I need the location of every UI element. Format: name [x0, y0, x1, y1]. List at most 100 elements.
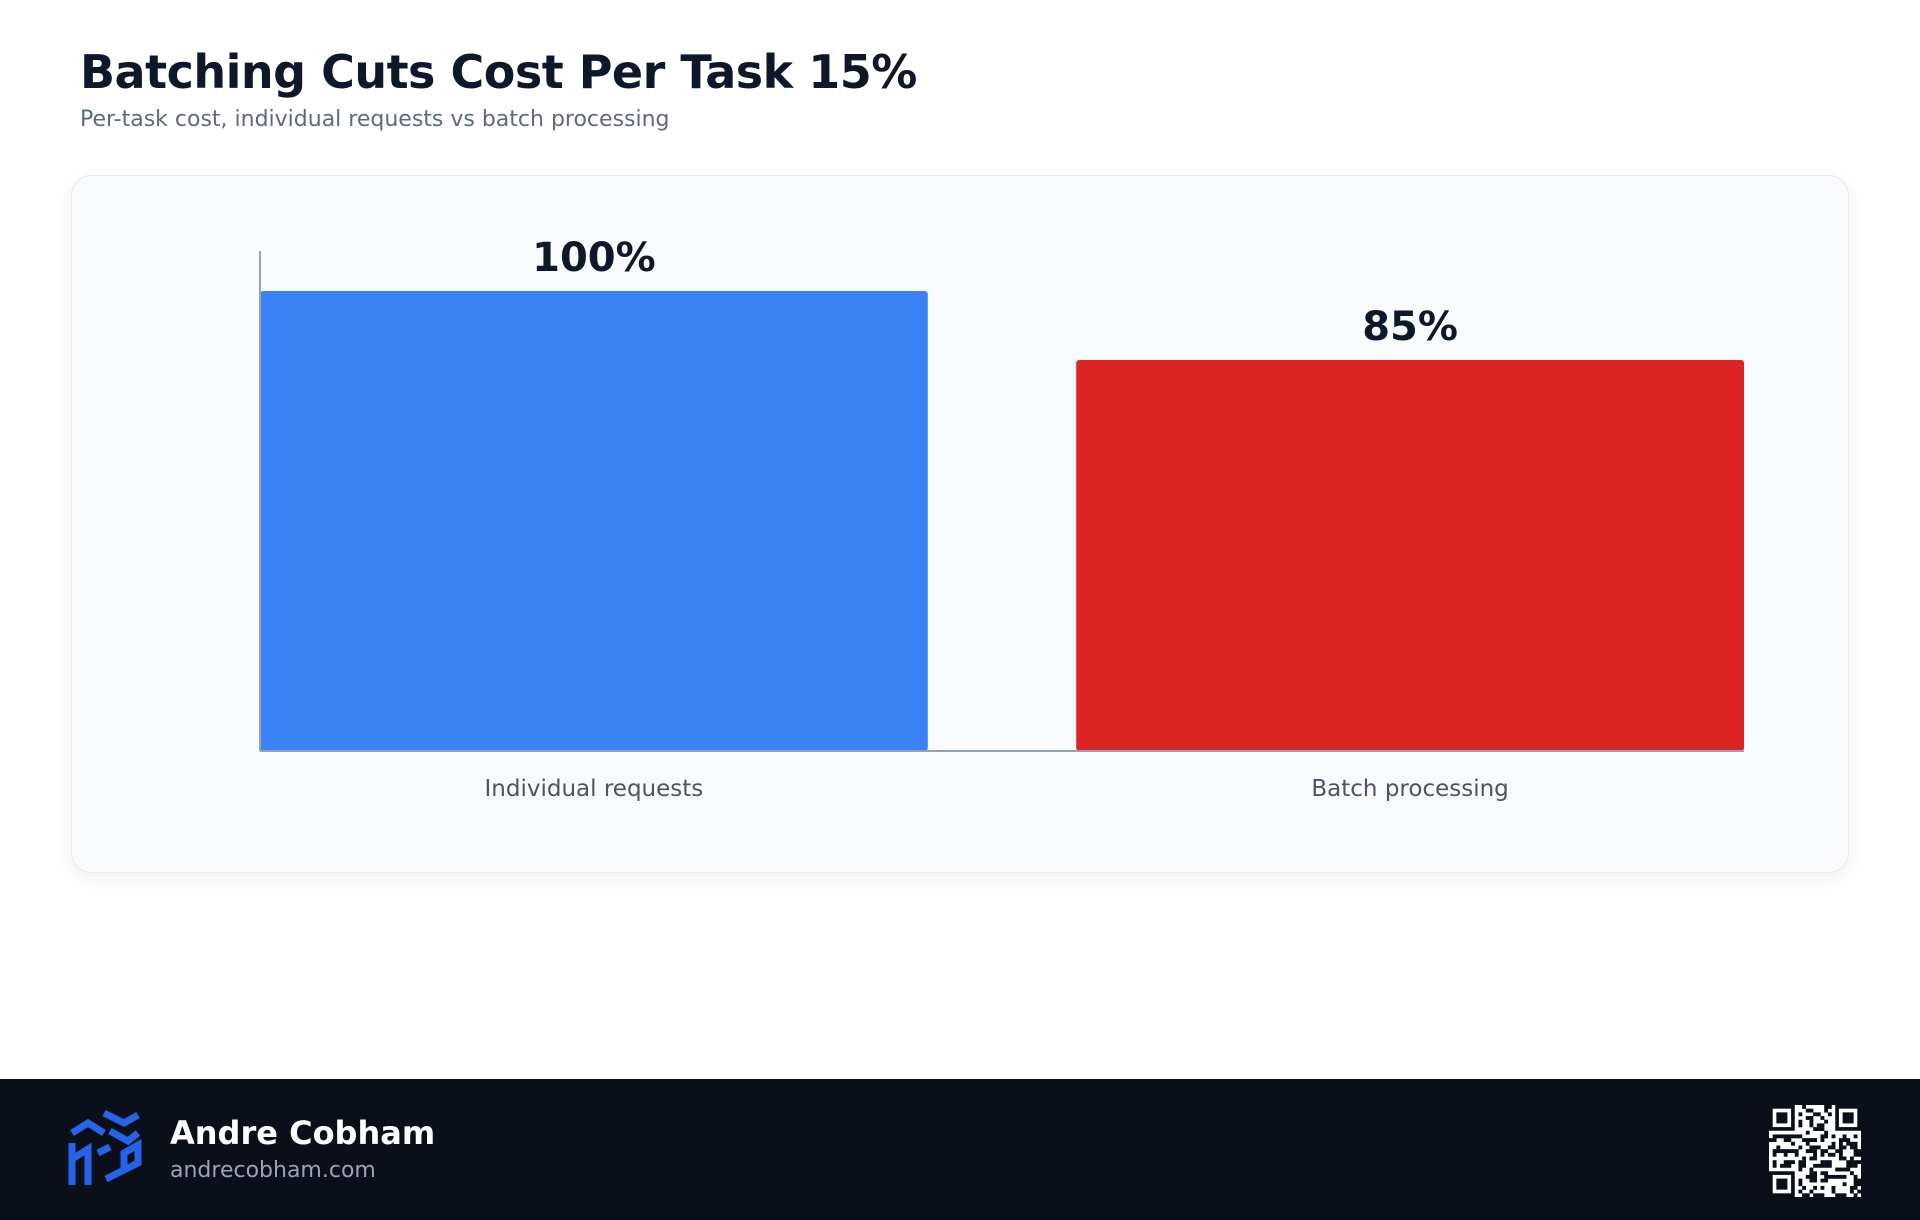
qr-module — [1816, 1127, 1821, 1131]
qr-module — [1827, 1163, 1832, 1168]
qr-module — [1820, 1171, 1825, 1176]
qr-module — [1798, 1145, 1803, 1150]
qr-module — [1857, 1182, 1861, 1187]
qr-module — [1816, 1123, 1821, 1128]
qr-module — [1809, 1171, 1814, 1176]
qr-module — [1835, 1174, 1840, 1179]
qr-module — [1813, 1174, 1818, 1179]
qr-module — [1824, 1105, 1829, 1109]
qr-module — [1805, 1174, 1810, 1179]
qr-module — [1783, 1149, 1788, 1154]
qr-module — [1802, 1156, 1806, 1161]
qr-module — [1835, 1149, 1840, 1154]
chart-card: 100% Individual requests 85% Batch processi… — [71, 175, 1849, 873]
qr-module — [1849, 1160, 1854, 1165]
data-label-1: 85% — [1362, 304, 1458, 350]
data-label-0: 100% — [532, 235, 656, 281]
qr-module — [1791, 1160, 1795, 1165]
qr-module — [1794, 1134, 1799, 1139]
qr-module — [1798, 1160, 1803, 1165]
qr-module — [1853, 1134, 1858, 1139]
qr-module — [1813, 1152, 1818, 1157]
qr-module — [1813, 1138, 1818, 1142]
qr-module — [1798, 1119, 1803, 1124]
qr-module — [1853, 1174, 1858, 1179]
qr-module — [1813, 1145, 1818, 1150]
qr-module — [1827, 1152, 1832, 1157]
qr-module — [1857, 1189, 1861, 1194]
qr-module — [1827, 1174, 1832, 1179]
qr-module — [1813, 1178, 1818, 1183]
qr-module — [1791, 1134, 1795, 1139]
qr-module — [1809, 1167, 1814, 1172]
bar-0 — [260, 291, 928, 751]
qr-module — [1820, 1193, 1825, 1197]
qr-module — [1772, 1160, 1777, 1165]
qr-module — [1809, 1189, 1814, 1194]
cube-logo-icon — [68, 1109, 142, 1185]
qr-module — [1798, 1163, 1803, 1168]
qr-module — [1835, 1193, 1840, 1197]
qr-module — [1787, 1138, 1792, 1142]
qr-module — [1772, 1163, 1777, 1168]
qr-module — [1831, 1141, 1836, 1146]
qr-module — [1813, 1149, 1818, 1154]
qr-module — [1853, 1152, 1858, 1157]
qr-module — [1787, 1134, 1792, 1139]
qr-module — [1842, 1174, 1847, 1179]
qr-module — [1853, 1160, 1858, 1165]
qr-module — [1783, 1152, 1788, 1157]
qr-finder-core — [1842, 1112, 1854, 1124]
footer: Andre Cobham andrecobham.com — [0, 1079, 1920, 1220]
qr-module — [1783, 1163, 1788, 1168]
page-subtitle: Per-task cost, individual requests vs ba… — [80, 107, 670, 132]
qr-module — [1798, 1112, 1803, 1117]
qr-module — [1849, 1185, 1854, 1190]
qr-module — [1809, 1119, 1814, 1124]
qr-module — [1805, 1193, 1810, 1197]
qr-module — [1798, 1167, 1803, 1172]
qr-module — [1820, 1152, 1825, 1157]
qr-module — [1780, 1149, 1784, 1154]
qr-module — [1838, 1141, 1843, 1146]
qr-code-icon — [1769, 1105, 1861, 1197]
qr-module — [1780, 1134, 1784, 1139]
qr-module — [1853, 1145, 1858, 1150]
qr-module — [1842, 1145, 1847, 1150]
qr-module — [1802, 1160, 1806, 1165]
author-url[interactable]: andrecobham.com — [170, 1158, 376, 1183]
qr-module — [1802, 1193, 1806, 1197]
qr-module — [1838, 1156, 1843, 1161]
qr-module — [1805, 1138, 1810, 1142]
qr-module — [1805, 1141, 1810, 1146]
qr-module — [1842, 1193, 1847, 1197]
qr-module — [1802, 1185, 1806, 1190]
qr-module — [1849, 1163, 1854, 1168]
qr-module — [1846, 1163, 1851, 1168]
qr-module — [1794, 1152, 1799, 1157]
qr-module — [1772, 1134, 1777, 1139]
qr-module — [1838, 1138, 1843, 1142]
qr-module — [1802, 1163, 1806, 1168]
qr-module — [1769, 1138, 1773, 1142]
qr-module — [1772, 1149, 1777, 1154]
qr-module — [1805, 1149, 1810, 1154]
qr-module — [1827, 1105, 1832, 1109]
qr-module — [1802, 1138, 1806, 1142]
qr-module — [1802, 1105, 1806, 1109]
qr-module — [1820, 1149, 1825, 1154]
qr-module — [1857, 1160, 1861, 1165]
qr-module — [1838, 1149, 1843, 1154]
qr-module — [1846, 1167, 1851, 1172]
qr-module — [1783, 1138, 1788, 1142]
qr-module — [1824, 1134, 1829, 1139]
qr-module — [1805, 1130, 1810, 1135]
qr-module — [1809, 1145, 1814, 1150]
qr-module — [1835, 1167, 1840, 1172]
qr-module — [1809, 1156, 1814, 1161]
qr-module — [1798, 1189, 1803, 1194]
qr-module — [1857, 1149, 1861, 1154]
qr-module — [1798, 1134, 1803, 1139]
qr-module — [1853, 1182, 1858, 1187]
qr-module — [1838, 1193, 1843, 1197]
